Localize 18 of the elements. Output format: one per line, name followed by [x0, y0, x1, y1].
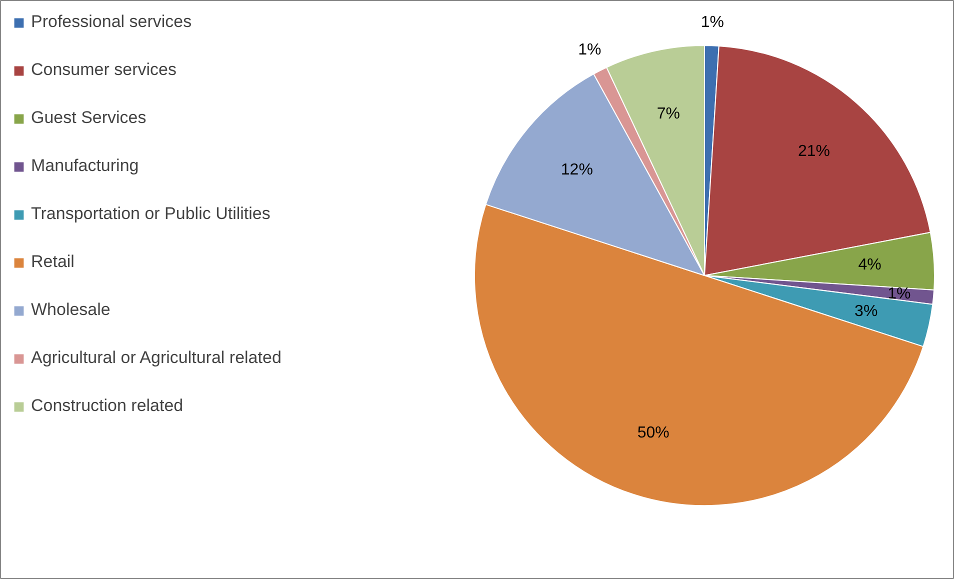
data-label: 1%	[578, 42, 602, 59]
legend-label: Manufacturing	[31, 156, 139, 176]
data-label: 12%	[560, 161, 593, 178]
data-label: 1%	[888, 285, 911, 302]
legend-label: Transportation or Public Utilities	[31, 204, 270, 224]
data-label: 50%	[637, 424, 670, 442]
legend-label: Consumer services	[31, 60, 176, 80]
legend-label: Retail	[31, 252, 74, 272]
data-label: 1%	[700, 14, 724, 32]
legend-label: Professional services	[31, 12, 192, 32]
legend-label: Construction related	[31, 396, 184, 416]
legend-label: Agricultural or Agricultural related	[31, 348, 282, 368]
data-label: 7%	[656, 105, 680, 122]
data-label: 4%	[858, 256, 882, 274]
legend-label: Wholesale	[31, 300, 110, 320]
data-label: 3%	[854, 303, 878, 320]
legend-label: Guest Services	[31, 108, 146, 128]
data-label: 21%	[798, 142, 830, 160]
